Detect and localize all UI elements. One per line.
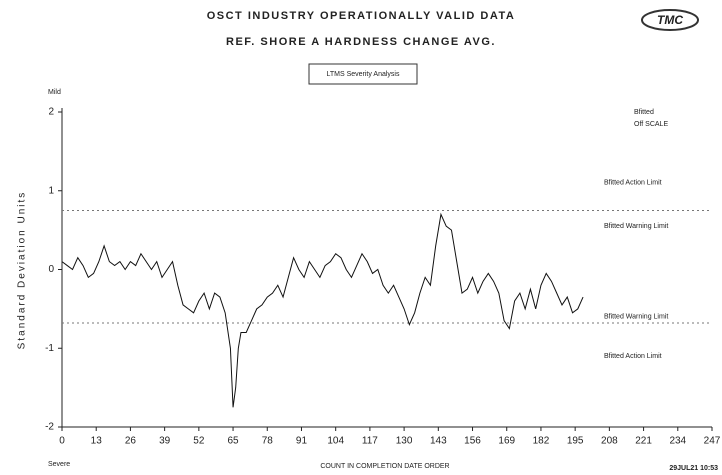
x-tick-label: 91 [296,436,308,447]
y-tick-label: 1 [48,185,54,196]
x-tick-label: 104 [327,436,344,447]
x-tick-label: 169 [498,436,515,447]
limit-label: Bfitted Warning Limit [604,223,668,230]
box-label: LTMS Severity Analysis [326,71,400,78]
x-tick-label: 182 [533,436,550,447]
x-tick-label: 208 [601,436,618,447]
x-tick-label: 156 [464,436,481,447]
legend-entry: Off SCALE [634,121,668,128]
y-tick-label: 0 [48,264,54,275]
y-tick-label: -1 [45,343,54,354]
chart-subtitle: REF. SHORE A HARDNESS CHANGE AVG. [226,36,496,48]
limit-label: Bfitted Warning Limit [604,314,668,321]
x-axis-label: COUNT IN COMPLETION DATE ORDER [320,463,449,470]
y-tick-label: -2 [45,422,54,433]
top-label: Mild [48,89,61,96]
x-tick-label: 52 [193,436,205,447]
bottom-label: Severe [48,461,70,468]
x-tick-label: 221 [635,436,652,447]
legend-entry: Bfitted [634,109,654,116]
timestamp: 29JUL21 10:53 [669,465,718,472]
x-tick-label: 39 [159,436,171,447]
x-tick-label: 26 [125,436,137,447]
chart-title: OSCT INDUSTRY OPERATIONALLY VALID DATA [207,10,516,22]
limit-label: Bfitted Action Limit [604,180,662,187]
x-tick-label: 247 [704,436,721,447]
x-tick-label: 130 [396,436,413,447]
logo: TMC [657,13,683,27]
x-tick-label: 143 [430,436,447,447]
box-frame [308,63,418,85]
logo-frame [641,9,699,31]
data-line [61,212,584,408]
x-tick-label: 0 [59,436,65,447]
limit-label: Bfitted Action Limit [604,353,662,360]
x-tick-label: 195 [567,436,584,447]
x-tick-label: 65 [227,436,239,447]
y-tick-label: 2 [48,107,54,118]
x-tick-label: 78 [262,436,274,447]
x-tick-label: 234 [669,436,686,447]
y-axis-label: Standard Deviation Units [17,191,28,350]
x-tick-label: 13 [91,436,103,447]
x-tick-label: 117 [362,436,378,447]
